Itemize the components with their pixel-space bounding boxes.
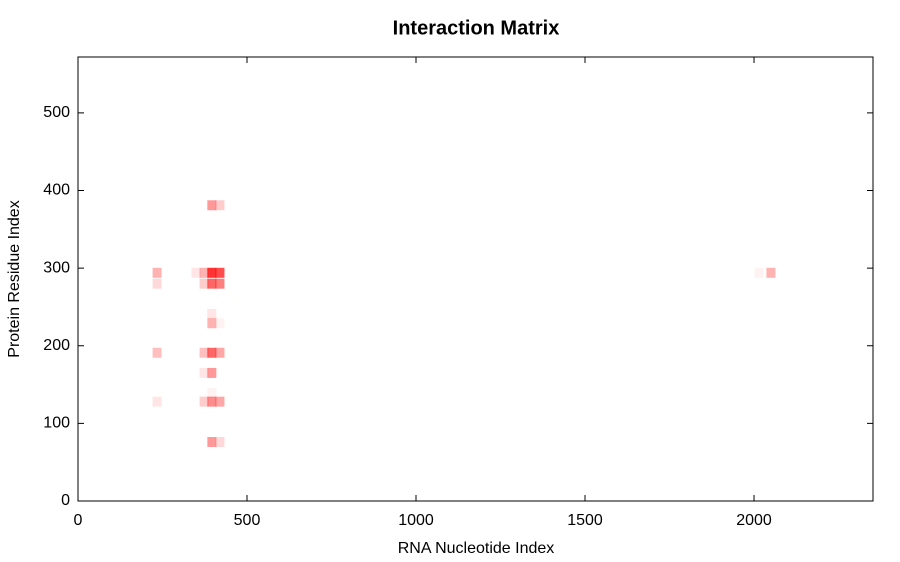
y-tick-label: 300 <box>43 259 70 276</box>
heat-cell <box>207 318 217 329</box>
heat-cell <box>754 267 764 278</box>
x-tick-label: 1000 <box>398 512 434 529</box>
x-tick-label: 2000 <box>736 512 772 529</box>
heat-cell <box>207 267 217 278</box>
heat-cell <box>766 267 776 278</box>
y-tick-label: 400 <box>43 182 70 199</box>
heat-cell <box>215 318 225 329</box>
heat-cell <box>215 200 225 211</box>
heat-cell <box>152 347 162 358</box>
chart-title: Interaction Matrix <box>393 17 560 39</box>
heat-cell <box>152 267 162 278</box>
heat-cell <box>199 396 209 407</box>
heat-cell <box>215 347 225 358</box>
heat-cell <box>207 347 217 358</box>
heat-cell <box>191 267 201 278</box>
heat-cell <box>207 396 217 407</box>
heat-cell <box>207 200 217 211</box>
heat-cell <box>199 267 209 278</box>
x-tick-label: 1500 <box>567 512 603 529</box>
heat-cell <box>215 437 225 448</box>
heat-cell <box>215 267 225 278</box>
x-axis-label: RNA Nucleotide Index <box>398 540 555 557</box>
y-tick-label: 100 <box>43 415 70 432</box>
heat-cell <box>199 367 209 378</box>
y-tick-label: 500 <box>43 104 70 121</box>
heat-cell <box>207 437 217 448</box>
heat-cell <box>207 367 217 378</box>
heat-cell <box>152 396 162 407</box>
heat-cell <box>215 278 225 289</box>
x-tick-label: 0 <box>74 512 83 529</box>
heat-cell <box>215 396 225 407</box>
y-axis-label: Protein Residue Index <box>6 200 23 357</box>
heat-cell <box>207 388 217 399</box>
heat-cell <box>207 308 217 319</box>
heat-cell <box>152 278 162 289</box>
y-tick-label: 0 <box>61 492 70 509</box>
heat-cell <box>199 347 209 358</box>
heat-cell <box>199 278 209 289</box>
heat-cell <box>207 278 217 289</box>
x-tick-label: 500 <box>234 512 261 529</box>
plot-frame <box>77 56 874 502</box>
y-tick-label: 200 <box>43 337 70 354</box>
